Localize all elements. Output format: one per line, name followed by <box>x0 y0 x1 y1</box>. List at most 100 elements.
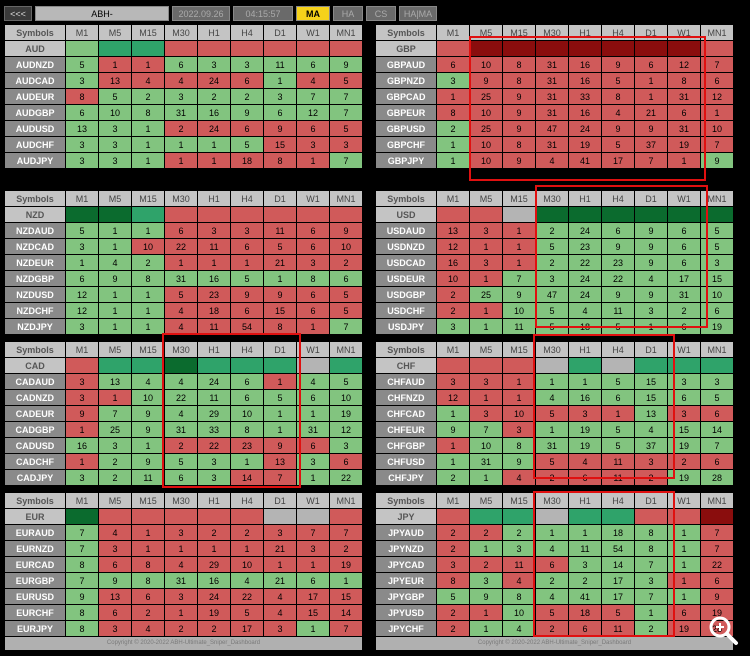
value-cell: 11 <box>602 621 634 636</box>
symbol-button[interactable]: EURAUD <box>5 525 65 540</box>
symbol-button[interactable]: AUDJPY <box>5 153 65 168</box>
value-cell: 2 <box>536 470 568 485</box>
strength-cell <box>99 207 131 222</box>
symbol-button[interactable]: EURGBP <box>5 573 65 588</box>
strength-cell <box>264 509 296 524</box>
symbol-button[interactable]: NZDCHF <box>5 303 65 318</box>
timeframe-header: M15 <box>503 25 535 40</box>
symbol-button[interactable]: USDAUD <box>376 223 436 238</box>
value-cell: 6 <box>231 303 263 318</box>
symbol-button[interactable]: EURCAD <box>5 557 65 572</box>
timeframe-header-row: Symbols M1 M5 M15 M30 H1 H4 D1 W1 MN1 <box>376 25 733 40</box>
symbol-button[interactable]: NZDUSD <box>5 287 65 302</box>
hama-button[interactable]: HA|MA <box>399 6 437 21</box>
value-cell: 4 <box>231 573 263 588</box>
value-cell: 12 <box>668 57 700 72</box>
value-cell: 1 <box>330 573 362 588</box>
value-cell: 9 <box>470 73 502 88</box>
value-cell: 1 <box>437 153 469 168</box>
value-cell: 5 <box>536 605 568 620</box>
symbol-button[interactable]: NZDAUD <box>5 223 65 238</box>
symbol-button[interactable]: CADGBP <box>5 422 65 437</box>
symbol-button[interactable]: CHFCAD <box>376 406 436 421</box>
ha-button[interactable]: HA <box>333 6 363 21</box>
symbol-button[interactable]: CHFJPY <box>376 470 436 485</box>
symbol-button[interactable]: USDCHF <box>376 303 436 318</box>
symbol-button[interactable]: JPYNZD <box>376 541 436 556</box>
symbol-button[interactable]: GBPNZD <box>376 73 436 88</box>
symbol-button[interactable]: AUDGBP <box>5 105 65 120</box>
symbol-button[interactable]: USDEUR <box>376 271 436 286</box>
value-cell: 1 <box>264 406 296 421</box>
symbol-button[interactable]: JPYAUD <box>376 525 436 540</box>
symbol-button[interactable]: CHFAUD <box>376 374 436 389</box>
value-cell: 24 <box>198 589 230 604</box>
symbol-button[interactable]: USDJPY <box>376 319 436 334</box>
value-cell: 25 <box>470 121 502 136</box>
value-cell: 1 <box>503 374 535 389</box>
symbol-button[interactable]: AUDCAD <box>5 73 65 88</box>
symbol-button[interactable]: GBPUSD <box>376 121 436 136</box>
strength-cell <box>437 207 469 222</box>
value-cell: 15 <box>264 137 296 152</box>
symbol-button[interactable]: CHFGBP <box>376 438 436 453</box>
symbol-button[interactable]: GBPAUD <box>376 57 436 72</box>
symbol-button[interactable]: CADCHF <box>5 454 65 469</box>
value-cell: 19 <box>668 438 700 453</box>
symbol-button[interactable]: JPYGBP <box>376 589 436 604</box>
symbol-button[interactable]: CHFEUR <box>376 422 436 437</box>
symbol-button[interactable]: EURJPY <box>5 621 65 636</box>
symbol-button[interactable]: CADAUD <box>5 374 65 389</box>
value-cell: 1 <box>470 541 502 556</box>
symbol-button[interactable]: JPYEUR <box>376 573 436 588</box>
symbol-button[interactable]: GBPEUR <box>376 105 436 120</box>
symbol-button[interactable]: AUDUSD <box>5 121 65 136</box>
symbol-button[interactable]: NZDGBP <box>5 271 65 286</box>
panel-gbp: Symbols M1 M5 M15 M30 H1 H4 D1 W1 MN1 GBP GBPAUD 6 10… <box>375 24 734 169</box>
symbol-button[interactable]: USDCAD <box>376 255 436 270</box>
symbol-button[interactable]: EURUSD <box>5 589 65 604</box>
symbol-button[interactable]: GBPJPY <box>376 153 436 168</box>
value-cell: 31 <box>165 422 197 437</box>
symbol-button[interactable]: EURCHF <box>5 605 65 620</box>
symbol-button[interactable]: EURNZD <box>5 541 65 556</box>
symbol-button[interactable]: CADNZD <box>5 390 65 405</box>
symbol-button[interactable]: GBPCHF <box>376 137 436 152</box>
symbol-button[interactable]: JPYCAD <box>376 557 436 572</box>
symbol-button[interactable]: NZDJPY <box>5 319 65 334</box>
value-cell: 3 <box>66 374 98 389</box>
value-cell: 1 <box>165 541 197 556</box>
symbol-button[interactable]: GBPCAD <box>376 89 436 104</box>
symbol-button[interactable]: AUDNZD <box>5 57 65 72</box>
symbol-button[interactable]: CHFUSD <box>376 454 436 469</box>
value-cell: 3 <box>99 621 131 636</box>
symbol-button[interactable]: CADJPY <box>5 470 65 485</box>
value-cell: 19 <box>701 605 733 620</box>
value-cell: 2 <box>132 89 164 104</box>
timeframe-header: M30 <box>536 25 568 40</box>
value-cell: 5 <box>165 287 197 302</box>
symbol-button[interactable]: USDNZD <box>376 239 436 254</box>
value-cell: 13 <box>437 223 469 238</box>
value-cell: 17 <box>602 589 634 604</box>
value-cell: 2 <box>132 255 164 270</box>
value-cell: 8 <box>602 89 634 104</box>
value-cell: 18 <box>602 525 634 540</box>
ma-button[interactable]: MA <box>296 6 330 21</box>
panel-jpy: Symbols M1 M5 M15 M30 H1 H4 D1 W1 MN1 JPY JPYAUD 2 2 2… <box>375 492 734 650</box>
symbol-button[interactable]: NZDEUR <box>5 255 65 270</box>
symbol-button[interactable]: JPYUSD <box>376 605 436 620</box>
symbol-button[interactable]: USDGBP <box>376 287 436 302</box>
symbol-button[interactable]: CADEUR <box>5 406 65 421</box>
symbol-button[interactable]: CADUSD <box>5 438 65 453</box>
zoom-in-icon[interactable] <box>705 612 741 648</box>
symbol-button[interactable]: CHFNZD <box>376 390 436 405</box>
symbol-button[interactable]: AUDEUR <box>5 89 65 104</box>
value-cell: 7 <box>635 589 667 604</box>
cs-button[interactable]: CS <box>366 6 396 21</box>
symbol-button[interactable]: AUDCHF <box>5 137 65 152</box>
back-button[interactable]: <<< <box>4 6 32 21</box>
symbol-button[interactable]: NZDCAD <box>5 239 65 254</box>
symbol-button[interactable]: JPYCHF <box>376 621 436 636</box>
value-cell: 15 <box>668 422 700 437</box>
